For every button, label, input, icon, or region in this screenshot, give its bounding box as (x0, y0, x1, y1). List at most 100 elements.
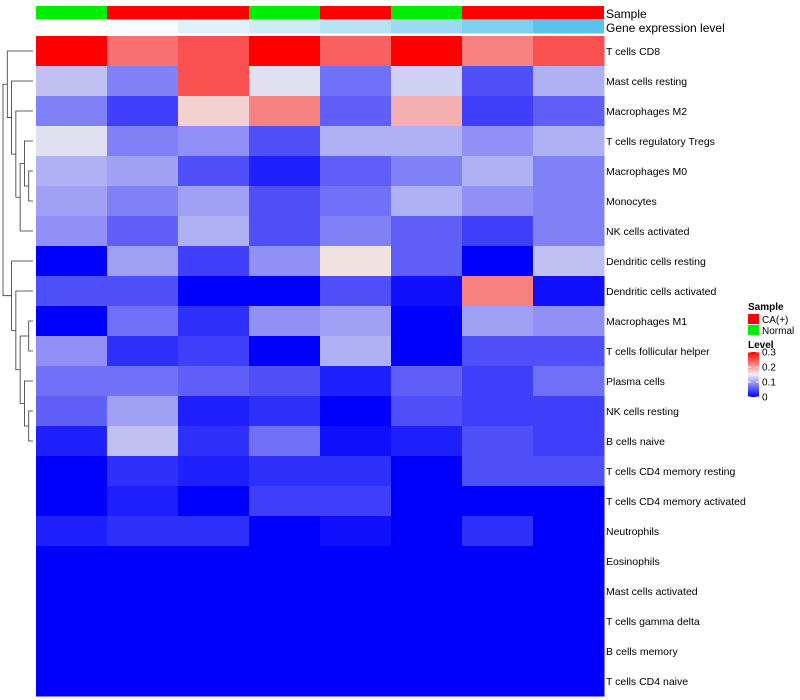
heatmap-cell-r4-c5 (391, 156, 463, 187)
dendrogram-link (28, 410, 33, 442)
row-label: Eosinophils (606, 556, 660, 568)
heatmap-cell-r19-c6 (462, 606, 534, 637)
heatmap-cell-r12-c5 (391, 396, 463, 427)
heatmap-cell-r2-c3 (249, 96, 321, 127)
heatmap-cell-r13-c0 (36, 426, 108, 457)
heatmap-cell-r1-c0 (36, 66, 108, 97)
heatmap-cell-r3-c1 (107, 126, 179, 157)
heatmap-cell-r10-c7 (533, 336, 605, 367)
heatmap-cell-r7-c1 (107, 246, 179, 277)
row-label: Mast cells resting (606, 76, 687, 88)
heatmap-cell-r5-c2 (178, 186, 250, 217)
heatmap-cell-r16-c1 (107, 516, 179, 547)
heatmap-cell-r18-c4 (320, 576, 392, 607)
heatmap-cell-r6-c3 (249, 216, 321, 247)
row-label: Dendritic cells activated (606, 286, 716, 298)
heatmap-cell-r2-c2 (178, 96, 250, 127)
row-label: T cells CD4 naive (606, 676, 688, 688)
legend-swatch-0 (748, 314, 759, 324)
heatmap-cell-r3-c4 (320, 126, 392, 157)
heatmap-cell-r16-c7 (533, 516, 605, 547)
heatmap-cell-r20-c3 (249, 636, 321, 667)
heatmap-cell-r9-c6 (462, 306, 534, 337)
heatmap-cell-r12-c4 (320, 396, 392, 427)
heatmap-cell-r5-c6 (462, 186, 534, 217)
heatmap-cell-r9-c2 (178, 306, 250, 337)
heatmap-cell-r7-c4 (320, 246, 392, 277)
heatmap-cell-r16-c3 (249, 516, 321, 547)
heatmap-cell-r0-c5 (391, 36, 463, 67)
heatmap-cell-r9-c3 (249, 306, 321, 337)
heatmap-cell-r0-c3 (249, 36, 321, 67)
heatmap-cell-r4-c0 (36, 156, 108, 187)
heatmap-cell-r7-c7 (533, 246, 605, 277)
heatmap-cell-r3-c0 (36, 126, 108, 157)
legend-tick-label: 0.3 (762, 348, 776, 359)
dendrogram-link (24, 140, 33, 187)
heatmap-cell-r2-c0 (36, 96, 108, 127)
dendrogram-link (19, 335, 29, 404)
heatmap-cell-r8-c2 (178, 276, 250, 307)
dendrogram-link (24, 380, 33, 427)
heatmap-cell-r6-c6 (462, 216, 534, 247)
row-label: Macrophages M1 (606, 316, 687, 328)
heatmap-cell-r18-c5 (391, 576, 463, 607)
heatmap-cell-r8-c6 (462, 276, 534, 307)
heatmap-cell-r12-c2 (178, 396, 250, 427)
heatmap-cell-r2-c1 (107, 96, 179, 127)
heatmap-cell-r15-c6 (462, 486, 534, 517)
heatmap-cell-r0-c6 (462, 36, 534, 67)
heatmap-cells (36, 36, 605, 697)
dendrogram-link (6, 50, 33, 118)
heatmap-cell-r18-c1 (107, 576, 179, 607)
heatmap-cell-r1-c3 (249, 66, 321, 97)
heatmap-cell-r20-c5 (391, 636, 463, 667)
heatmap-cell-r19-c7 (533, 606, 605, 637)
legend-tick-label: 0.1 (762, 378, 776, 389)
heatmap-cell-r21-c3 (249, 666, 321, 697)
heatmap-cell-r14-c4 (320, 456, 392, 487)
heatmap-cell-r13-c5 (391, 426, 463, 457)
dendrogram-link (11, 80, 33, 155)
heatmap-cell-r18-c2 (178, 576, 250, 607)
expression-track-cell-0 (36, 20, 107, 34)
heatmap-cell-r10-c3 (249, 336, 321, 367)
heatmap-cell-r19-c1 (107, 606, 179, 637)
legend-swatch-1 (748, 325, 759, 335)
row-label: T cells follicular helper (606, 346, 710, 358)
row-label: T cells gamma delta (606, 616, 700, 628)
heatmap-cell-r15-c5 (391, 486, 463, 517)
sample-track-cell-2 (178, 6, 249, 20)
row-label: T cells CD4 memory activated (606, 496, 746, 508)
heatmap-cell-r12-c0 (36, 396, 108, 427)
row-label: Mast cells activated (606, 586, 698, 598)
heatmap-cell-r13-c6 (462, 426, 534, 457)
sample-track-cell-7 (533, 6, 604, 20)
heatmap-cell-r15-c7 (533, 486, 605, 517)
dendrogram-link (2, 83, 12, 297)
heatmap-cell-r21-c6 (462, 666, 534, 697)
heatmap-cell-r9-c0 (36, 306, 108, 337)
heatmap-cell-r11-c7 (533, 366, 605, 397)
expression-track-cell-3 (249, 20, 320, 34)
heatmap-cell-r16-c2 (178, 516, 250, 547)
row-label: T cells CD4 memory resting (606, 466, 735, 478)
heatmap-cell-r14-c2 (178, 456, 250, 487)
heatmap-cell-r16-c5 (391, 516, 463, 547)
heatmap-cell-r18-c3 (249, 576, 321, 607)
heatmap-cell-r19-c3 (249, 606, 321, 637)
heatmap-cell-r10-c5 (391, 336, 463, 367)
heatmap-cell-r1-c1 (107, 66, 179, 97)
heatmap-cell-r8-c0 (36, 276, 108, 307)
expression-track-cell-2 (178, 20, 249, 34)
heatmap-cell-r8-c5 (391, 276, 463, 307)
heatmap-cell-r14-c5 (391, 456, 463, 487)
heatmap-cell-r4-c3 (249, 156, 321, 187)
heatmap-cell-r10-c1 (107, 336, 179, 367)
dendrogram-link (15, 290, 33, 371)
heatmap-cell-r14-c3 (249, 456, 321, 487)
dendrogram-link (28, 170, 33, 202)
expression-track-cell-6 (462, 20, 533, 34)
heatmap-cell-r10-c0 (36, 336, 108, 367)
heatmap-cell-r0-c7 (533, 36, 605, 67)
